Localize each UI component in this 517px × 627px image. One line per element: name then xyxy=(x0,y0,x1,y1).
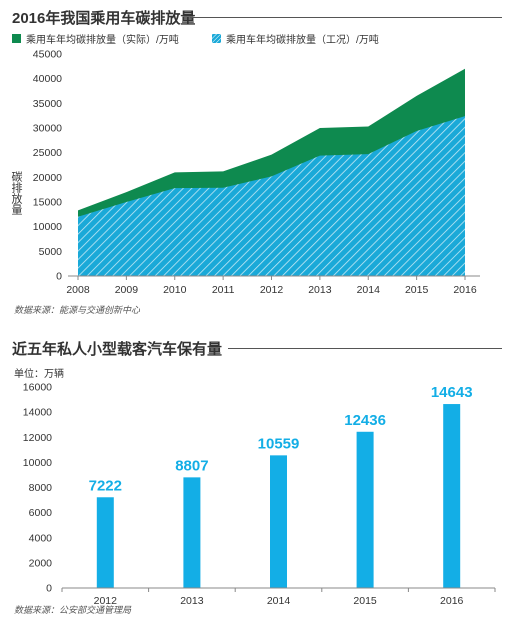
chart1-xtick-label: 2013 xyxy=(308,284,332,296)
bar-2012 xyxy=(96,497,114,588)
chart2-ytick-label: 6000 xyxy=(29,507,53,519)
chart2-source: 数据来源：公安部交通管理局 xyxy=(14,605,132,615)
chart1-ytick-label: 30000 xyxy=(33,123,62,135)
bar-value-label: 7222 xyxy=(89,477,122,494)
chart2-title-rule xyxy=(228,348,502,349)
legend-label-actual: 乘用车年均碳排放量（实际）/万吨 xyxy=(26,35,179,46)
chart2-xtick-label: 2013 xyxy=(180,595,204,605)
chart2-ytick-label: 4000 xyxy=(29,532,53,544)
chart2-ytick-label: 8000 xyxy=(29,482,53,494)
chart2-title: 近五年私人小型载客汽车保有量 xyxy=(12,341,223,358)
bar-2015 xyxy=(356,431,374,588)
area-series-nominal xyxy=(78,116,465,276)
bar-2016 xyxy=(443,404,461,588)
chart1-xtick-label: 2009 xyxy=(115,284,139,296)
chart1-legend-nominal: 乘用车年均碳排放量（工况）/万吨 xyxy=(212,31,379,46)
chart2-xtick-label: 2015 xyxy=(353,595,377,605)
legend-swatch-actual xyxy=(12,34,21,43)
bar-2014 xyxy=(270,455,287,588)
chart2-ytick-label: 10000 xyxy=(23,457,52,469)
chart1-ytick-label: 10000 xyxy=(33,221,62,233)
chart1-title-rule xyxy=(190,17,502,18)
bar-value-label: 10559 xyxy=(258,435,300,452)
chart2-xtick-label: 2016 xyxy=(440,595,464,605)
chart1-ytick-label: 5000 xyxy=(39,246,63,258)
chart1-xtick-label: 2016 xyxy=(453,284,477,296)
bar-2013 xyxy=(183,477,201,588)
chart2-unit-label: 单位：万辆 xyxy=(14,369,64,380)
chart2-ytick-label: 2000 xyxy=(29,557,53,569)
chart1-ytick-label: 20000 xyxy=(33,172,62,184)
chart1-legend-actual: 乘用车年均碳排放量（实际）/万吨 xyxy=(12,31,179,46)
chart2-ytick-label: 16000 xyxy=(23,382,52,394)
bar-value-label: 8807 xyxy=(175,457,208,474)
chart1-area-chart: 碳排放量 0 5000 10000 15000 20000 25000 30000 35000… xyxy=(10,49,480,296)
chart1-title: 2016年我国乘用车碳排放量 xyxy=(12,10,196,27)
chart1-ytick-label: 45000 xyxy=(33,49,62,61)
chart1-xtick-label: 2012 xyxy=(260,284,284,296)
chart2-ytick-label: 0 xyxy=(46,583,52,595)
chart2-xtick-label: 2014 xyxy=(267,595,291,605)
chart2-ytick-label: 14000 xyxy=(23,407,52,419)
chart1-xtick-label: 2015 xyxy=(405,284,429,296)
chart1-source: 数据来源：能源与交通创新中心 xyxy=(14,305,141,315)
chart1-ytick-label: 40000 xyxy=(33,73,62,85)
chart1-xtick-label: 2010 xyxy=(163,284,187,296)
bar-value-label: 12436 xyxy=(344,412,386,429)
chart1-xtick-label: 2008 xyxy=(66,284,90,296)
chart1-xtick-label: 2014 xyxy=(357,284,381,296)
chart1-ytick-label: 25000 xyxy=(33,147,62,159)
chart1-ytick-label: 0 xyxy=(56,271,62,283)
chart1-xtick-label: 2011 xyxy=(212,284,235,296)
legend-swatch-nominal xyxy=(212,34,221,43)
legend-label-nominal: 乘用车年均碳排放量（工况）/万吨 xyxy=(226,35,379,46)
chart1-ytick-label: 15000 xyxy=(33,197,62,209)
chart1-ylabel: 碳排放量 xyxy=(10,170,23,215)
chart2-bar-chart: 0 2000 4000 6000 8000 10000 12000 14000 16000 72… xyxy=(23,382,496,605)
chart1-ytick-label: 35000 xyxy=(33,98,62,110)
chart2-ytick-label: 12000 xyxy=(23,432,52,444)
bar-value-label: 14643 xyxy=(431,384,473,401)
chart2-xtick-label: 2012 xyxy=(94,595,118,605)
